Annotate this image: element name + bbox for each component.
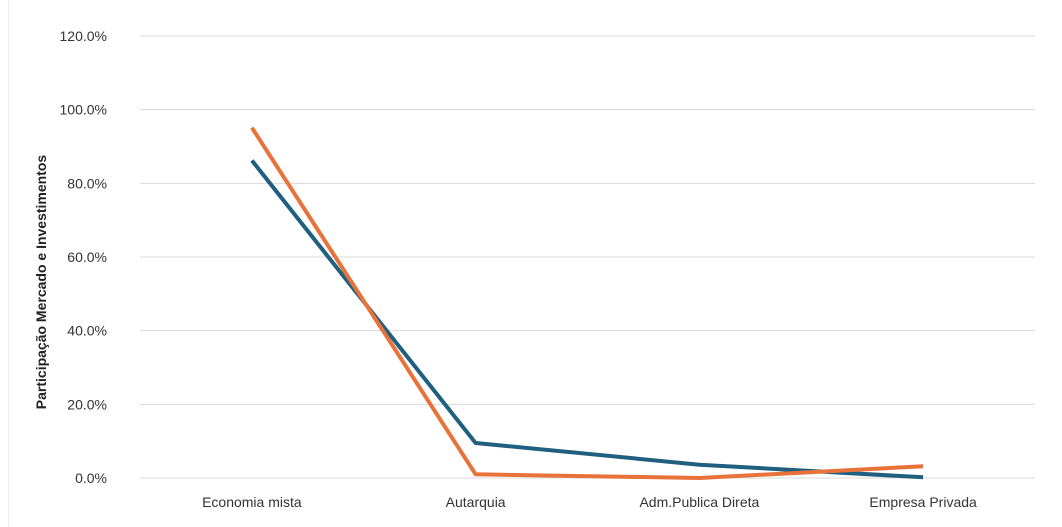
x-tick-label: Adm.Publica Direta [639, 494, 759, 510]
series-line-2 [250, 126, 924, 480]
y-tick-label: 0.0% [75, 470, 107, 486]
y-axis-tick-labels: 0.0% 20.0% 40.0% 60.0% 80.0% 100.0% 120.0% [60, 28, 107, 486]
gridlines [140, 35, 1035, 479]
y-tick-label: 120.0% [60, 28, 107, 44]
y-tick-label: 40.0% [67, 323, 107, 339]
x-axis-tick-labels: Economia mista Autarquia Adm.Publica Diret… [202, 494, 977, 510]
y-tick-label: 80.0% [67, 175, 107, 191]
y-tick-label: 60.0% [67, 249, 107, 265]
y-axis-title: Participação Mercado e Investimentos [33, 155, 49, 410]
series-line-1 [250, 159, 924, 480]
series-lines [250, 126, 924, 480]
y-tick-label: 100.0% [60, 102, 107, 118]
x-tick-label: Economia mista [202, 494, 302, 510]
x-tick-label: Empresa Privada [869, 494, 977, 510]
x-tick-label: Autarquia [446, 494, 506, 510]
y-tick-label: 20.0% [67, 396, 107, 412]
